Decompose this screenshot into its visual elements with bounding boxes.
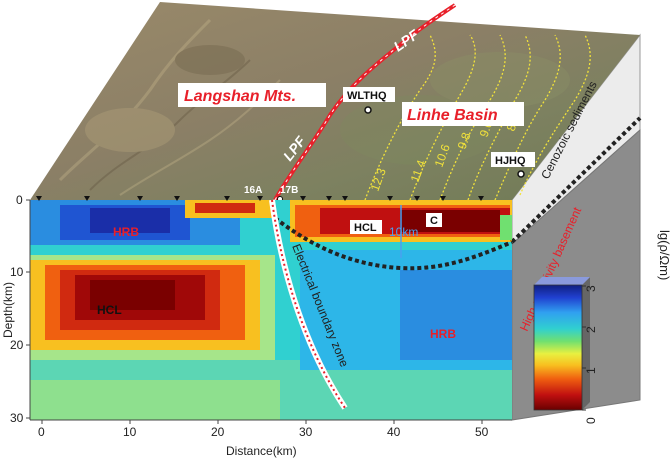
ten-km-label: 10km: [389, 225, 418, 239]
station-triangles: [36, 196, 484, 201]
profile-label-17b: 17B: [280, 185, 298, 196]
hcl-mid-label: HCL: [354, 222, 377, 234]
xtick-50: 50: [475, 425, 489, 439]
colorbar-top: [534, 277, 590, 285]
x-axis-label: Distance(km): [226, 444, 297, 458]
basin-bottom-dashed: [273, 216, 513, 271]
xtick-0: 0: [38, 425, 45, 439]
xtick-10: 10: [123, 425, 137, 439]
ytick-30: 30: [10, 411, 24, 425]
linhe-label-box: [402, 102, 524, 126]
depth-contours: [364, 34, 591, 201]
profile-label-16a: 16A: [244, 185, 262, 196]
hrb-right-label: HRB: [430, 327, 456, 341]
colorbar-tick-2: 2: [584, 326, 598, 333]
colorbar-label: lg(ρ/Ωm): [657, 230, 671, 280]
colorbar-face: [533, 284, 583, 411]
section-axes: [26, 199, 512, 424]
xtick-40: 40: [387, 425, 401, 439]
contour-label-4: 9.8: [455, 130, 474, 151]
linhe-label: Linhe Basin: [407, 107, 498, 124]
c-label: C: [430, 215, 438, 227]
hcl-left-label: HCL: [97, 303, 122, 317]
colorbar-tick-0: 0: [584, 417, 598, 424]
station-hjhq-box: [491, 152, 535, 167]
station-wlthq-marker: [364, 106, 372, 114]
xtick-30: 30: [299, 425, 313, 439]
langshan-label: Langshan Mts.: [184, 88, 296, 105]
station-hjhq-label: HJHQ: [495, 155, 526, 167]
c-label-box: [426, 213, 442, 227]
resistivity-cells: [30, 200, 512, 420]
hrb-top-label: HRB: [113, 225, 139, 239]
hcl-mid-label-box: [350, 220, 382, 234]
electrical-boundary-line: [269, 199, 348, 410]
satellite-map: [30, 2, 640, 200]
xtick-20: 20: [211, 425, 225, 439]
y-axis-label: Depth(km): [1, 282, 15, 338]
colorbar-side: [582, 277, 590, 410]
colorbar-tick-3: 3: [584, 285, 598, 292]
station-hjhq-marker: [517, 170, 525, 178]
ytick-0: 0: [16, 193, 23, 207]
sediment-basement-boundary: [510, 116, 642, 244]
colorbar-tick-1: 1: [584, 367, 598, 374]
langshan-label-box: [178, 83, 326, 107]
station-wlthq-label: WLTHQ: [347, 90, 387, 102]
ytick-10: 10: [10, 265, 24, 279]
station-wlthq-box: [343, 87, 395, 102]
ytick-20: 20: [10, 338, 24, 352]
